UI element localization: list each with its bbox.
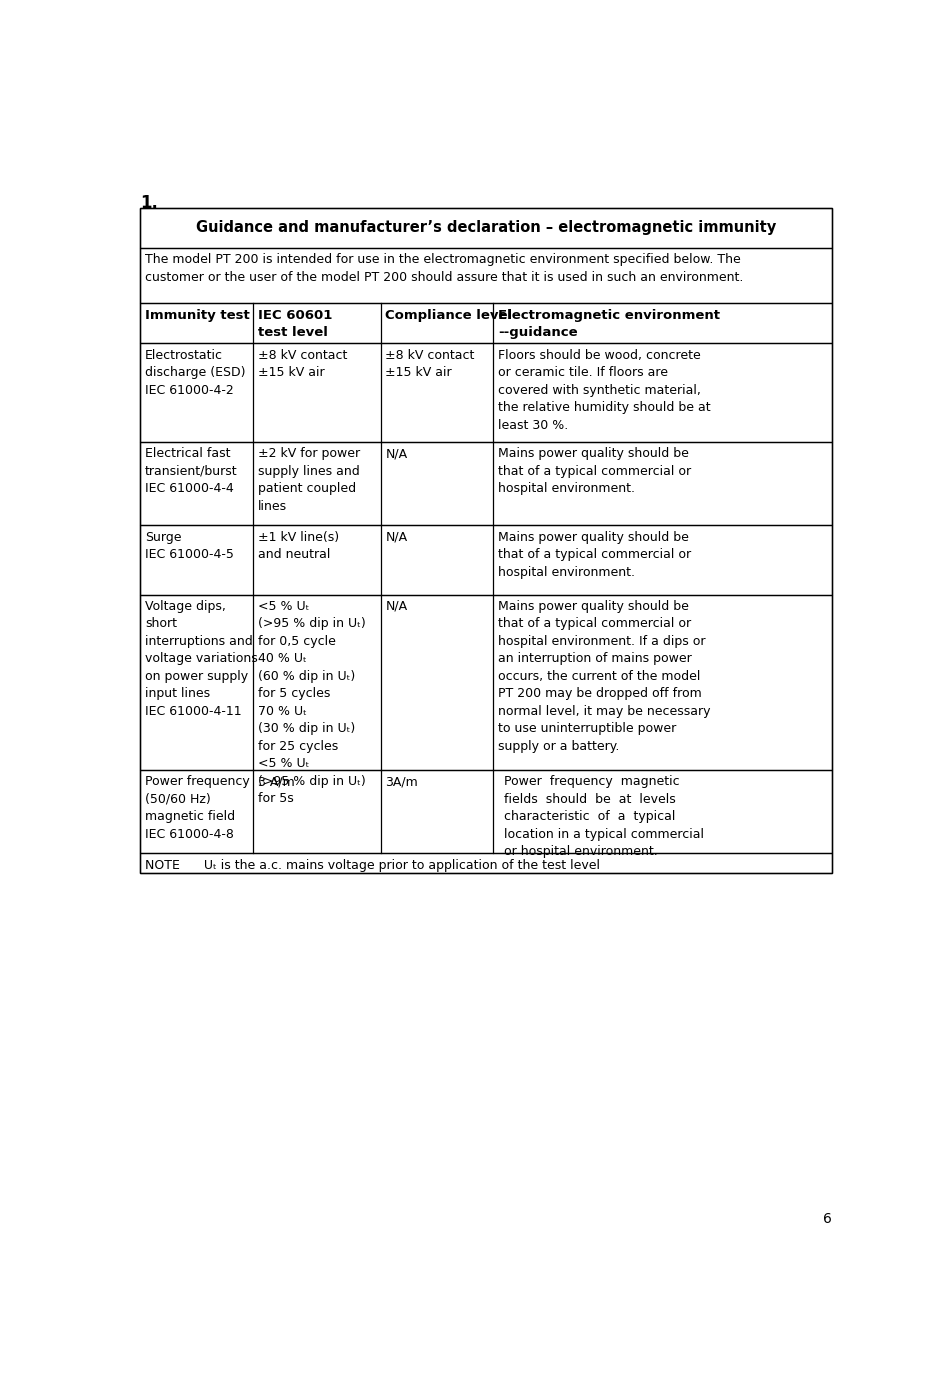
Text: N/A: N/A [386, 531, 408, 543]
Bar [140, 208, 831, 248]
Bar [140, 525, 831, 595]
Text: Electrostatic
discharge (ESD)
IEC 61000-4-2: Electrostatic discharge (ESD) IEC 61000-… [145, 348, 246, 397]
Text: Mains power quality should be
that of a typical commercial or
hospital environme: Mains power quality should be that of a … [498, 600, 711, 752]
Bar [140, 854, 831, 873]
Text: 3A/m: 3A/m [386, 776, 418, 788]
Text: N/A: N/A [386, 600, 408, 613]
Text: <5 % Uₜ
(>95 % dip in Uₜ)
for 0,5 cycle
40 % Uₜ
(60 % dip in Uₜ)
for 5 cycles
70: <5 % Uₜ (>95 % dip in Uₜ) for 0,5 cycle … [258, 600, 365, 805]
Text: IEC 60601
test level: IEC 60601 test level [258, 309, 332, 340]
Text: Guidance and manufacturer’s declaration – electromagnetic immunity: Guidance and manufacturer’s declaration … [195, 220, 776, 235]
Bar [140, 442, 831, 525]
Text: 3 A/m: 3 A/m [258, 776, 294, 788]
Text: 1.: 1. [140, 194, 158, 212]
Text: ±2 kV for power
supply lines and
patient coupled
lines: ±2 kV for power supply lines and patient… [258, 447, 359, 513]
Text: ±8 kV contact
±15 kV air: ±8 kV contact ±15 kV air [258, 348, 347, 379]
Text: 6: 6 [823, 1212, 831, 1226]
Text: Surge
IEC 61000-4-5: Surge IEC 61000-4-5 [145, 531, 234, 561]
Text: Electrical fast
transient/burst
IEC 61000-4-4: Electrical fast transient/burst IEC 6100… [145, 447, 238, 496]
Bar [140, 344, 831, 442]
Text: Electromagnetic environment
--guidance: Electromagnetic environment --guidance [498, 309, 720, 340]
Text: ±8 kV contact
±15 kV air: ±8 kV contact ±15 kV air [386, 348, 475, 379]
Bar [140, 595, 831, 770]
Text: Power frequency
(50/60 Hz)
magnetic field
IEC 61000-4-8: Power frequency (50/60 Hz) magnetic fiel… [145, 776, 249, 841]
Bar [140, 770, 831, 854]
Bar [140, 208, 831, 873]
Text: Mains power quality should be
that of a typical commercial or
hospital environme: Mains power quality should be that of a … [498, 447, 691, 496]
Text: Immunity test: Immunity test [145, 309, 249, 322]
Text: ±1 kV line(s)
and neutral: ±1 kV line(s) and neutral [258, 531, 338, 561]
Text: Floors should be wood, concrete
or ceramic tile. If floors are
covered with synt: Floors should be wood, concrete or ceram… [498, 348, 711, 432]
Text: N/A: N/A [386, 447, 408, 461]
Text: Voltage dips,
short
interruptions and
voltage variations
on power supply
input l: Voltage dips, short interruptions and vo… [145, 600, 258, 717]
Bar [140, 304, 831, 344]
Text: The model PT 200 is intended for use in the electromagnetic environment specifie: The model PT 200 is intended for use in … [145, 254, 743, 284]
Text: Mains power quality should be
that of a typical commercial or
hospital environme: Mains power quality should be that of a … [498, 531, 691, 578]
Text: NOTE      Uₜ is the a.c. mains voltage prior to application of the test level: NOTE Uₜ is the a.c. mains voltage prior … [145, 858, 600, 872]
Text: Power  frequency  magnetic
fields  should  be  at  levels
characteristic  of  a : Power frequency magnetic fields should b… [504, 776, 704, 858]
Bar [140, 248, 831, 304]
Text: Compliance level: Compliance level [386, 309, 513, 322]
